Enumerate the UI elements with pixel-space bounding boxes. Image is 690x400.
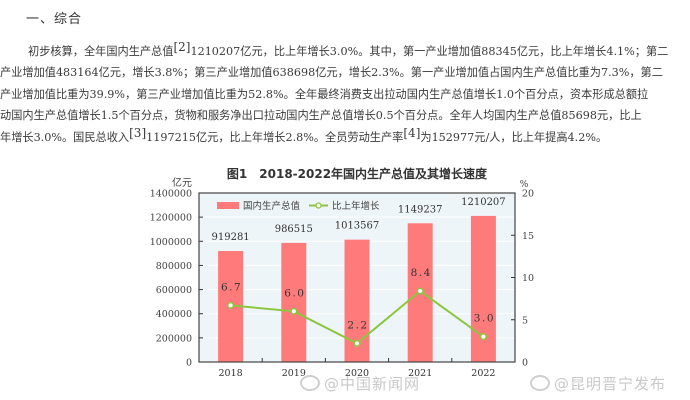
- weibo-icon: [530, 375, 550, 391]
- summary-paragraph: 初步核算，全年国内生产总值[2]1210207亿元，比上年增长3.0%。其中，第…: [0, 41, 690, 148]
- tick-label-left: 600000: [156, 285, 192, 296]
- axis-unit-left: 亿元: [172, 176, 192, 189]
- tick-label-right: 15: [522, 231, 534, 242]
- growth-label: 6.0: [284, 287, 305, 299]
- text: 1210207亿元，比上年增长3.0%。其中，第一产业增加值88345亿元，比上…: [190, 45, 669, 58]
- watermark-jinning: @昆明晋宁发布: [530, 373, 666, 394]
- x-tick-label: 2020: [345, 368, 369, 379]
- paragraph-line-4: 动国内生产总值增长1.5个百分点，货物和服务净出口拉动国内生产总值增长0.5个百…: [0, 109, 642, 123]
- footnote-ref-2[interactable]: [2]: [173, 40, 191, 54]
- bar-label: 1149237: [398, 204, 443, 215]
- tick-label-left: 1000000: [150, 237, 192, 248]
- plot-border: [198, 192, 516, 363]
- legend-bar-swatch: [217, 202, 239, 209]
- tick-label-left: 400000: [156, 309, 192, 320]
- tick-label-left: 1400000: [150, 189, 192, 200]
- text: 年增长3.0%。国民总收入: [0, 130, 130, 144]
- text: 1197215亿元，比上年增长2.8%。全员劳动生产率: [146, 130, 404, 144]
- tick-label-right: 10: [522, 273, 534, 284]
- footnote-ref-3[interactable]: [3]: [129, 125, 147, 140]
- weibo-icon: [300, 375, 320, 391]
- bar-label: 1013567: [335, 221, 380, 232]
- bar-label: 1210207: [461, 197, 506, 208]
- tick-label-left: 800000: [156, 261, 192, 272]
- growth-marker: [416, 287, 424, 295]
- growth-marker: [290, 307, 298, 315]
- growth-marker: [227, 301, 235, 309]
- paragraph-line-5: 年增长3.0%。国民总收入[3]1197215亿元，比上年增长2.8%。全员劳动…: [0, 127, 690, 148]
- growth-marker: [479, 333, 487, 341]
- axis-unit-right: %: [520, 180, 529, 190]
- tick-label-right: 5: [522, 315, 528, 326]
- tick-label-right: 0: [522, 358, 528, 369]
- x-tick-label: 2022: [471, 368, 495, 379]
- text: 初步核算，全年国内生产总值: [28, 45, 174, 58]
- legend-line-marker: [315, 202, 322, 209]
- chart-title: 图1 2018-2022年国内生产总值及其增长速度: [227, 166, 488, 181]
- bar-2019: [281, 242, 307, 362]
- x-tick-label: 2019: [282, 368, 306, 379]
- tick-label-right: 20: [522, 189, 534, 200]
- bar-label: 986515: [275, 224, 313, 235]
- paragraph-line-1: 初步核算，全年国内生产总值[2]1210207亿元，比上年增长3.0%。其中，第…: [0, 41, 690, 62]
- tick-label-left: 0: [186, 358, 192, 369]
- growth-label: 3.0: [474, 313, 495, 325]
- legend-line-label: 比上年增长: [332, 200, 380, 212]
- growth-label: 2.2: [347, 319, 368, 331]
- bar-label: 919281: [212, 232, 250, 243]
- footnote-ref-4[interactable]: [4]: [403, 125, 421, 140]
- paragraph-line-3: 产业增加值比重为39.9%，第三产业增加值比重为52.8%。全年最终消费支出拉动…: [0, 87, 649, 101]
- watermark-chinanews: @中国新闻网: [300, 373, 420, 394]
- growth-label: 6.7: [221, 281, 242, 293]
- section-title: 一、综合: [26, 12, 83, 27]
- growth-label: 8.4: [411, 267, 432, 279]
- growth-marker: [353, 339, 361, 347]
- tick-label-left: 1200000: [150, 213, 192, 224]
- x-tick-label: 2021: [408, 368, 432, 379]
- legend-bar-label: 国内生产总值: [243, 200, 301, 212]
- paragraph-line-2: 产业增加值483164亿元，增长3.8%；第三产业增加值638698亿元，增长2…: [0, 66, 663, 80]
- text: 为152977元/人，比上年提高4.2%。: [420, 130, 608, 144]
- x-tick-label: 2018: [219, 368, 243, 379]
- tick-label-left: 200000: [156, 333, 192, 344]
